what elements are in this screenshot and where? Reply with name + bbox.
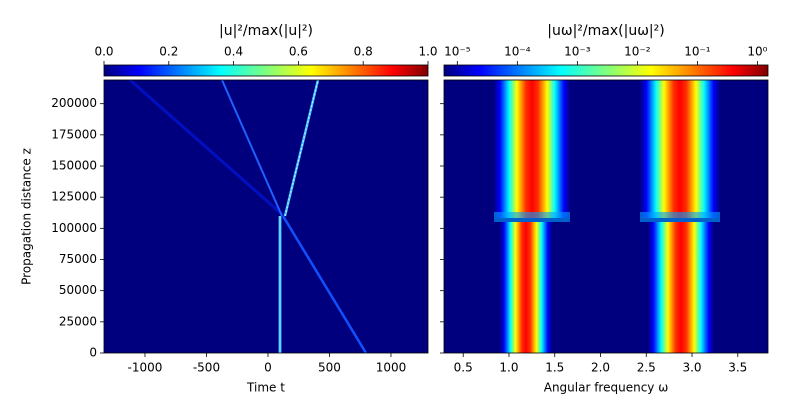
colorbar-tick-label: 10⁻³ [564,45,591,59]
y-tick-label: 150000 [51,159,97,173]
x-axis-label: Angular frequency ω [544,381,669,395]
y-tick-label: 200000 [51,96,97,110]
x-tick-label: -1000 [128,361,163,375]
heatmap-image [444,80,768,353]
colorbar-title: |u|²/max(|u|²) [219,23,313,39]
colorbar-tick-label: 10⁻⁴ [504,45,531,59]
x-tick-label: -500 [193,361,220,375]
y-axis-label: Propagation distance z [20,148,34,285]
x-tick-label: 3.0 [682,361,701,375]
y-tick-label: 125000 [51,190,97,204]
colorbar-title: |uω|²/max(|uω|²) [547,23,664,39]
x-tick-label: 500 [318,361,341,375]
colorbar [443,64,769,77]
x-axis-label: Time t [246,381,285,395]
colorbar-tick-label: 10⁰ [747,45,767,59]
colorbar [103,64,429,77]
x-tick-label: 2.0 [591,361,610,375]
colorbar-tick-label: 0.8 [354,45,373,59]
axes-frame [103,79,429,354]
axes-frame [443,79,769,354]
colorbar-tick-label: 10⁻² [624,45,651,59]
x-tick-label: 0.5 [454,361,473,375]
y-tick-label: 75000 [59,252,97,266]
colorbar-tick-label: 0.2 [159,45,178,59]
y-tick-label: 50000 [59,283,97,297]
y-tick-label: 100000 [51,221,97,235]
x-tick-label: 1000 [376,361,407,375]
x-tick-label: 1.0 [499,361,518,375]
x-tick-label: 3.5 [728,361,747,375]
colorbar-tick-label: 0.4 [224,45,243,59]
colorbar-tick-label: 0.6 [289,45,308,59]
y-tick-label: 175000 [51,127,97,141]
y-tick-label: 0 [89,346,97,360]
colorbar-tick-label: 0.0 [94,45,113,59]
colorbar-tick-label: 10⁻⁵ [444,45,471,59]
x-tick-label: 0 [264,361,272,375]
heatmap-image [104,80,428,353]
colorbar-tick-label: 10⁻¹ [684,45,711,59]
colorbar-tick-label: 1.0 [418,45,437,59]
y-tick-label: 25000 [59,314,97,328]
x-tick-label: 1.5 [545,361,564,375]
x-tick-label: 2.5 [637,361,656,375]
